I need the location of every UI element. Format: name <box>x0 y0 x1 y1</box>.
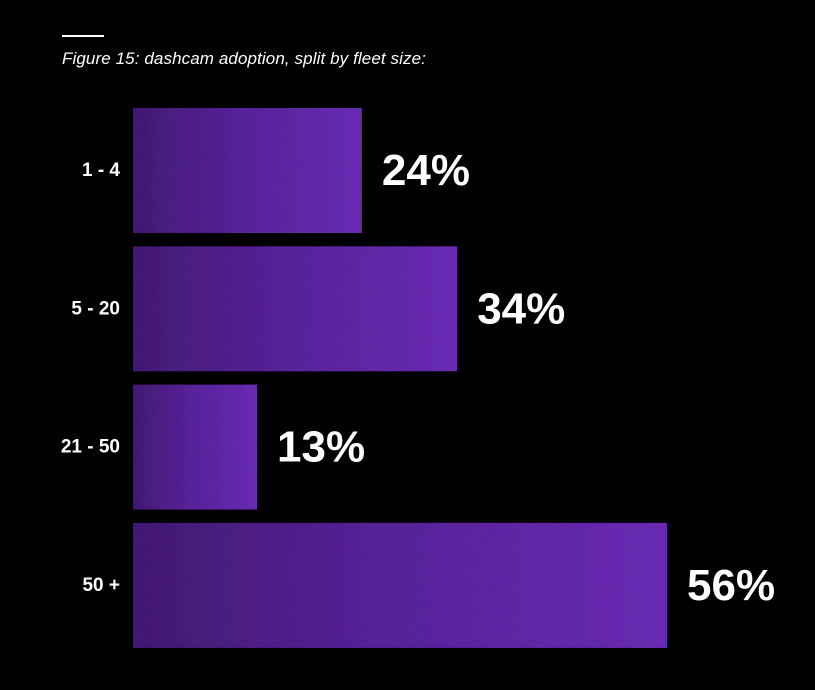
bar-1-4 <box>133 108 362 233</box>
value-label: 56% <box>687 561 775 610</box>
category-label: 1 - 4 <box>82 160 120 181</box>
bars-layer <box>133 108 667 648</box>
chart-title: Figure 15: dashcam adoption, split by fl… <box>62 49 426 68</box>
bar-21-50 <box>133 384 257 510</box>
bar-50 <box>133 522 667 648</box>
labels-layer: 1 - 4 24% 5 - 20 34% 21 - 50 13% 50 + 56% <box>61 146 775 610</box>
value-label: 24% <box>382 146 470 195</box>
value-label: 13% <box>277 423 365 472</box>
category-label: 50 + <box>82 575 120 596</box>
category-label: 21 - 50 <box>61 437 120 458</box>
category-label: 5 - 20 <box>71 298 120 319</box>
title-rule <box>62 35 104 37</box>
bar-5-20 <box>133 246 458 372</box>
value-label: 34% <box>477 284 565 333</box>
